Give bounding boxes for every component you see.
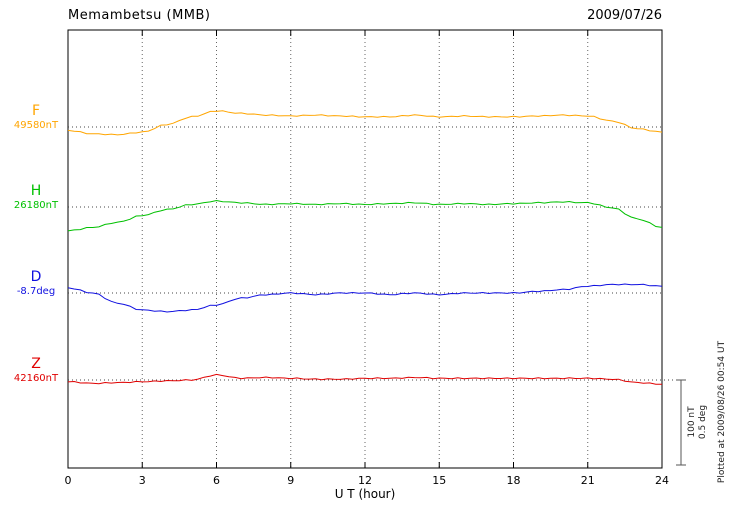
x-tick-label: 21	[581, 474, 595, 487]
channel-baseline-value: 49580nT	[13, 120, 59, 131]
x-tick-label: 3	[139, 474, 146, 487]
x-tick-label: 24	[655, 474, 669, 487]
channel-label-H: H 26180nT	[6, 184, 66, 212]
channel-name: Z	[31, 356, 41, 372]
page-title: Memambetsu (MMB)	[68, 8, 211, 23]
channel-baseline-value: 42160nT	[13, 373, 59, 384]
channel-label-F: F 49580nT	[6, 104, 66, 132]
x-tick-label: 12	[358, 474, 372, 487]
x-tick-label: 18	[507, 474, 521, 487]
channel-baseline-value: -8.7deg	[16, 286, 56, 297]
channel-name: D	[30, 269, 42, 285]
x-tick-label: 6	[213, 474, 220, 487]
trace-H	[67, 199, 663, 232]
x-axis-label: U T (hour)	[334, 487, 396, 501]
trace-Z	[67, 373, 662, 385]
x-tick-label: 15	[432, 474, 446, 487]
channel-baseline-value: 26180nT	[13, 200, 59, 211]
scale-label-deg: 0.5 deg	[698, 404, 708, 440]
trace-D	[67, 283, 663, 313]
x-tick-label: 0	[65, 474, 72, 487]
date-label: 2009/07/26	[587, 8, 662, 23]
trace-F	[67, 110, 663, 136]
channel-name: H	[30, 183, 42, 199]
plotted-at-label: Plotted at 2009/08/26 00:54 UT	[717, 340, 727, 484]
x-tick-label: 9	[287, 474, 294, 487]
channel-label-Z: Z 42160nT	[6, 357, 66, 385]
channel-label-D: D -8.7deg	[6, 270, 66, 298]
channel-name: F	[31, 103, 41, 119]
scale-label-nt: 100 nT	[687, 406, 697, 438]
plot-border	[67, 29, 663, 469]
